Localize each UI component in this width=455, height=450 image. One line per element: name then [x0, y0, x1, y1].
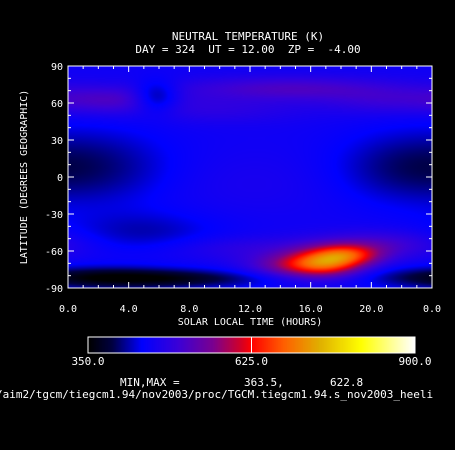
- chart-title: NEUTRAL TEMPERATURE (K): [172, 30, 324, 43]
- x-tick-label: 16.0: [299, 304, 323, 315]
- heatmap-field: [68, 66, 432, 288]
- x-tick-label: 8.0: [180, 304, 198, 315]
- y-tick-label: 30: [51, 136, 63, 147]
- max-value: 622.8: [330, 376, 363, 389]
- axis-ticks: 0.0 4.0 8.0 12.0 16.0 20.0 0.0 90 60 30 0 -30 -60 -90: [45, 62, 441, 315]
- y-tick-label: -30: [45, 210, 63, 221]
- colorbar-tick-label: 350.0: [71, 355, 104, 368]
- colorbar-tick-label: 900.0: [398, 355, 431, 368]
- x-tick-label: 12.0: [238, 304, 262, 315]
- y-tick-label: -60: [45, 247, 63, 258]
- x-tick-label: 0.0: [423, 304, 441, 315]
- min-value: 363.5,: [244, 376, 284, 389]
- colorbar-tick-label: 625.0: [235, 355, 268, 368]
- y-tick-label: 0: [57, 173, 63, 184]
- x-tick-label: 20.0: [359, 304, 383, 315]
- x-tick-label: 4.0: [120, 304, 138, 315]
- min-max-label: MIN,MAX =: [120, 376, 180, 389]
- chart-subtitle: DAY = 324 UT = 12.00 ZP = -4.00: [135, 43, 360, 56]
- y-tick-label: 90: [51, 62, 63, 73]
- y-tick-label: 60: [51, 99, 63, 110]
- file-path: /aim2/tgcm/tiegcm1.94/nov2003/proc/TGCM.…: [0, 388, 433, 401]
- plot-area: 0.0 4.0 8.0 12.0 16.0 20.0 0.0 90 60 30 0 -30 -60 -90: [45, 62, 441, 315]
- colorbar: 350.0 625.0 900.0: [71, 336, 432, 368]
- x-axis-label: SOLAR LOCAL TIME (HOURS): [178, 317, 323, 328]
- colorbar-ticks: 350.0 625.0 900.0: [71, 337, 432, 368]
- y-axis-label: LATITUDE (DEGREES GEOGRAPHIC): [19, 90, 30, 265]
- x-tick-label: 0.0: [59, 304, 77, 315]
- y-tick-label: -90: [45, 284, 63, 295]
